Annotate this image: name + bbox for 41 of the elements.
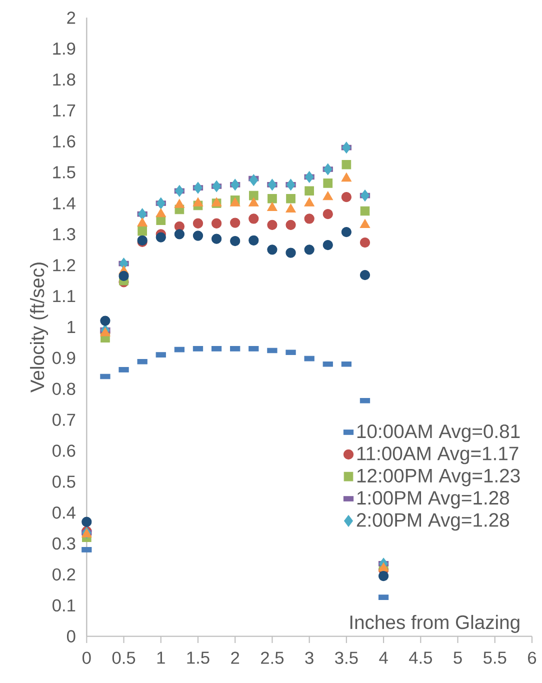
x-tick-label: 0: [82, 652, 91, 664]
y-tick-label: 0.9: [52, 352, 76, 364]
x-tick-label: 1.5: [187, 652, 210, 664]
y-tick-label: 0.6: [52, 444, 76, 457]
y-tick-label: 1.7: [53, 104, 76, 116]
legend-label: 2:00PM Avg=1.28: [356, 513, 509, 531]
x-tick-label: 3.5: [335, 652, 358, 664]
y-tick-label: 0.4: [52, 506, 76, 519]
y-tick-label: 1: [68, 321, 76, 333]
legend-label: 11:00AM Avg=1.17: [357, 446, 518, 464]
y-tick-label: 0.3: [52, 537, 76, 550]
x-tick-label: 5: [454, 652, 462, 664]
y-tick-label: 2: [67, 12, 76, 24]
y-tick-label: 0: [66, 630, 76, 642]
legend-label: 1:00PM Avg=1.28: [357, 490, 509, 509]
x-tick-label: 2: [231, 652, 240, 664]
x-axis-title: Inches from Glazing: [350, 614, 520, 633]
x-tick-label: 1: [157, 652, 165, 664]
x-tick-label: 6: [528, 652, 536, 664]
y-tick-label: 1.4: [53, 197, 76, 210]
x-tick-label: 3: [305, 652, 314, 664]
x-tick-label: 2.5: [261, 652, 284, 664]
y-tick-label: 0.5: [52, 476, 76, 488]
y-tick-label: 0.2: [52, 568, 76, 581]
y-tick-label: 1.9: [53, 42, 76, 55]
y-tick-label: 0.7: [52, 414, 76, 426]
y-tick-label: 0.8: [52, 382, 76, 395]
y-tick-label: 0.1: [52, 599, 76, 612]
y-tick-label: 1.6: [53, 135, 76, 148]
y-axis-title: Velocity (ft/sec): [30, 262, 48, 392]
y-tick-label: 1.3: [53, 228, 76, 240]
x-tick-label: 0.5: [112, 652, 136, 664]
y-tick-label: 1.1: [53, 290, 76, 302]
y-tick-label: 1.2: [53, 259, 76, 272]
legend-label: 12:00PM Avg=1.23: [357, 468, 520, 486]
legend-label: 10:00AM Avg=0.81: [357, 424, 520, 442]
x-tick-label: 4: [379, 652, 388, 664]
x-tick-label: 5.5: [484, 652, 506, 664]
x-tick-label: 4.5: [409, 652, 432, 664]
y-tick-label: 1.8: [53, 73, 76, 86]
y-tick-label: 1.5: [53, 166, 76, 178]
